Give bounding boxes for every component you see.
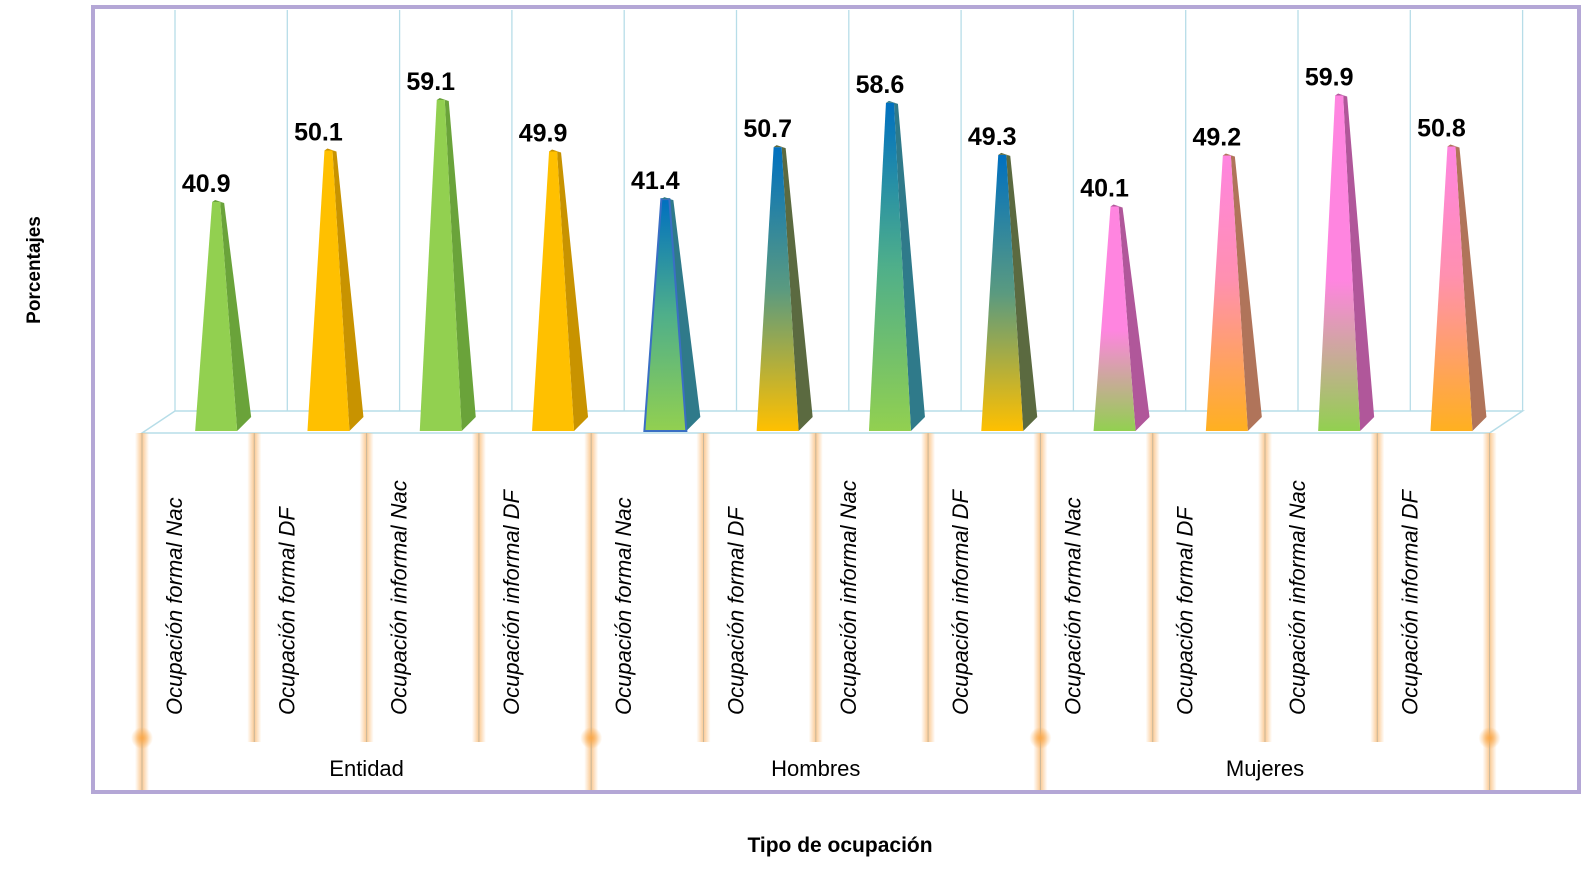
bar (1318, 93, 1375, 431)
data-label: 50.8 (1417, 115, 1466, 143)
bar-front (1430, 146, 1473, 431)
bar-top (998, 152, 1011, 156)
bar-side (1006, 154, 1038, 432)
category-tick-label: Ocupación formal DF (724, 506, 749, 715)
bar-side (332, 150, 364, 431)
category-tick-label: Ocupación formal DF (1173, 506, 1198, 715)
data-label: 59.1 (406, 68, 455, 96)
category-tick-label: Ocupación informal DF (1397, 488, 1422, 715)
axis-glow-group (131, 433, 1501, 790)
bar (195, 199, 252, 431)
bar-side (1343, 95, 1375, 431)
bar-series-group (195, 93, 1487, 432)
bar-front (1093, 206, 1136, 431)
bar-side (669, 199, 701, 431)
bar (307, 148, 364, 431)
category-tick-label: Ocupación informal DF (499, 488, 524, 715)
data-label: 41.4 (631, 167, 680, 195)
bar (981, 152, 1038, 432)
bar-front (195, 201, 238, 431)
category-tick-label: Ocupación informal Nac (1285, 480, 1310, 715)
data-label: 50.7 (743, 115, 792, 143)
bar-top (773, 145, 786, 149)
bar-top (885, 100, 898, 104)
bar (868, 100, 925, 431)
category-tick-label: Ocupación informal Nac (387, 480, 412, 715)
bar-side (220, 201, 252, 431)
bar-front (532, 151, 575, 431)
bar-front (1205, 155, 1248, 432)
bar-side (781, 147, 813, 431)
bar-front (1318, 95, 1361, 431)
axis-glow-dot (131, 727, 153, 749)
bar-side (1455, 146, 1487, 431)
bar (1093, 204, 1150, 431)
bar (1205, 153, 1262, 432)
y-axis-title: Porcentajes (24, 216, 45, 324)
chart-frame (91, 5, 1581, 794)
bar-top (1222, 153, 1235, 157)
bar-top (661, 197, 674, 201)
axis-glow-dot (580, 727, 603, 749)
bar-top (436, 98, 449, 102)
bar-side (557, 151, 589, 431)
data-label: 50.1 (294, 118, 343, 146)
bar-top (1447, 144, 1460, 148)
x-axis-title: Tipo de ocupación (747, 834, 932, 857)
category-tick-label: Ocupación formal Nac (162, 497, 187, 715)
data-label: 58.6 (856, 71, 905, 99)
data-label: 59.9 (1305, 64, 1354, 92)
bar (532, 149, 589, 431)
group-label: Hombres (771, 756, 860, 781)
bar-side (1118, 206, 1150, 431)
data-label: 49.9 (519, 120, 568, 148)
group-label: Entidad (329, 756, 404, 781)
bar-top (324, 148, 337, 152)
category-tick-label: Ocupación formal Nac (1060, 497, 1085, 715)
bar-top (1110, 204, 1123, 208)
data-label: 40.9 (182, 170, 231, 198)
bar (756, 145, 813, 431)
data-label: 49.2 (1193, 123, 1242, 151)
bar-front (419, 100, 462, 431)
axis-glow-dot (1029, 727, 1052, 749)
bar-side (444, 100, 476, 431)
bar-top (549, 149, 562, 153)
category-tick-label: Ocupación informal Nac (836, 480, 861, 715)
bar (419, 98, 476, 431)
bar-top (212, 199, 225, 203)
bar (643, 197, 701, 432)
data-label: 40.1 (1080, 174, 1129, 202)
bar-side (1230, 155, 1262, 432)
category-tick-label: Ocupación informal DF (948, 488, 973, 715)
axis-glow-dot (1478, 727, 1501, 749)
bar-top (1335, 93, 1348, 97)
bar-front (868, 102, 911, 431)
bar-front (307, 150, 350, 431)
label-group: 40.9 Ocupación formal Nac 50.1 Ocupación fo… (162, 64, 1466, 781)
category-tick-label: Ocupación formal DF (274, 506, 299, 715)
group-label: Mujeres (1226, 756, 1304, 781)
category-tick-label: Ocupación formal Nac (611, 497, 636, 715)
bar-side (893, 102, 925, 431)
bar-front (756, 147, 799, 431)
bar-front (981, 154, 1024, 432)
bar (1430, 144, 1487, 431)
data-label: 49.3 (968, 123, 1017, 151)
